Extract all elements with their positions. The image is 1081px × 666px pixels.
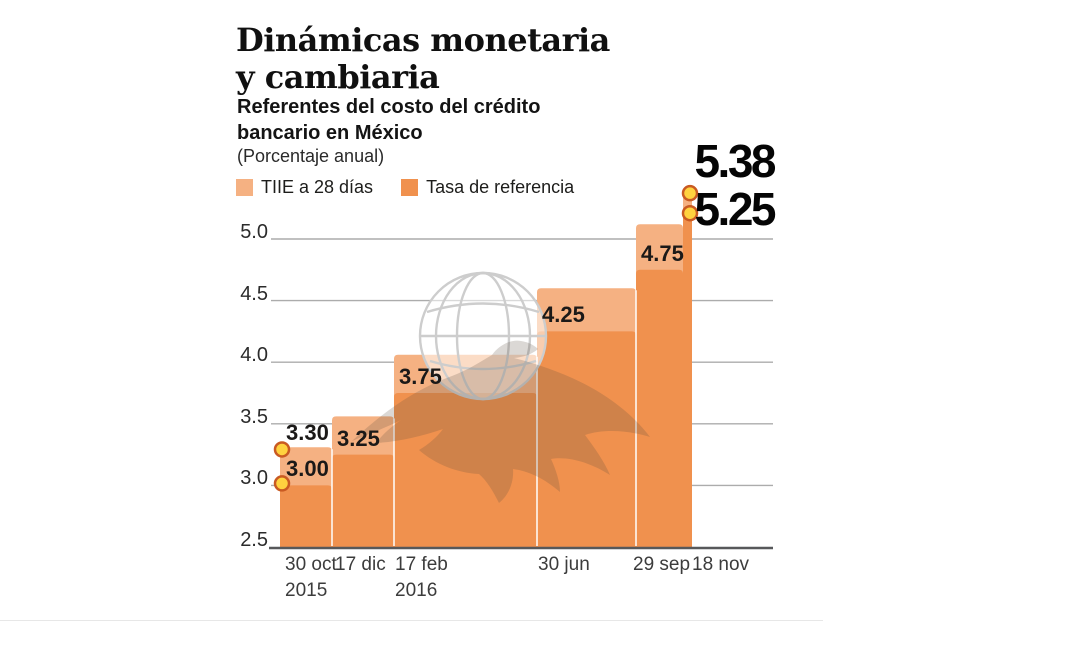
legend-swatch-tasa: [401, 179, 419, 196]
x-tick-date: 17 feb: [395, 554, 448, 575]
bar-value-label-3.30: 3.30: [286, 420, 329, 446]
embed-bottom-border: [0, 620, 823, 621]
x-tick-label-1: 17 dic: [335, 552, 386, 577]
legend-label-tasa: Tasa de referencia: [426, 177, 575, 197]
x-tick-label-3: 30 jun: [538, 552, 590, 577]
unit-note: (Porcentaje anual): [237, 146, 385, 166]
y-tick-label-3.5: 3.5: [240, 405, 268, 428]
bar-segment-tasa-3: [537, 331, 636, 548]
bar-value-label-3.25: 3.25: [337, 425, 380, 451]
bar-segment-tasa-2: [394, 393, 537, 548]
end-value-label-5.38: 5.38: [694, 135, 776, 187]
x-tick-date: 30 oct: [285, 554, 337, 575]
y-tick-label-2.5: 2.5: [240, 529, 268, 551]
x-tick-label-0: 30 oct 2015: [285, 552, 337, 603]
legend-swatch-tiie: [236, 179, 253, 196]
series-markers: [273, 184, 699, 492]
y-tick-label-4.5: 4.5: [240, 282, 268, 305]
subtitle-line-1: Referentes del costo del crédito: [237, 96, 541, 118]
x-tick-year: 2015: [285, 580, 328, 601]
x-tick-year: 2016: [395, 580, 438, 601]
legend-item-tiie: TIIE a 28 días: [236, 177, 373, 198]
page-title: Dinámicas monetaria y cambiaria: [236, 22, 610, 96]
segment-separators: [331, 290, 637, 546]
marker-dot-5.38: [681, 184, 699, 202]
y-tick-label-3.0: 3.0: [240, 467, 268, 490]
title-line-2: y cambiaria: [236, 58, 440, 96]
bar-segment-tasa-5: [683, 208, 692, 548]
globe-icon: [418, 271, 548, 401]
x-tick-label-2: 17 feb 2016: [395, 552, 448, 603]
marker-dot-3.00: [273, 475, 291, 492]
bar-segment-tasa-4: [636, 269, 683, 548]
watermark-globe-eagle-logo: [352, 271, 650, 503]
bar-value-label-4.75: 4.75: [641, 240, 684, 266]
bar-segment-tasa-0: [280, 485, 332, 548]
bar-value-label-3.00: 3.00: [286, 456, 329, 482]
step-bars: [280, 192, 692, 548]
bar-value-label-3.75: 3.75: [399, 364, 442, 389]
x-tick-date: 17 dic: [335, 554, 386, 575]
x-tick-date: 29 sep: [633, 554, 691, 575]
legend-label-tiie: TIIE a 28 días: [261, 177, 374, 197]
x-tick-date: 30 jun: [538, 554, 590, 575]
eagle-icon: [352, 340, 650, 503]
y-tick-label-4.0: 4.0: [240, 344, 268, 367]
marker-dot-5.25: [681, 204, 699, 222]
end-value-label-5.25: 5.25: [694, 183, 776, 235]
chart-subtitle: Referentes del costo del crédito bancari…: [237, 94, 540, 146]
x-tick-date: 18 nov: [692, 554, 750, 575]
marker-dot-3.30: [273, 441, 291, 458]
x-tick-label-4: 29 sep: [633, 552, 690, 577]
title-line-1: Dinámicas monetaria: [236, 21, 610, 59]
legend-item-tasa: Tasa de referencia: [401, 177, 574, 198]
subtitle-line-2: bancario en México: [237, 122, 423, 144]
chart-legend: TIIE a 28 días Tasa de referencia: [236, 177, 592, 198]
bar-segment-tasa-1: [332, 454, 394, 548]
bar-value-label-4.25: 4.25: [542, 302, 585, 328]
x-tick-label-5: 18 nov: [692, 552, 749, 577]
y-tick-label-5.0: 5.0: [240, 221, 268, 243]
